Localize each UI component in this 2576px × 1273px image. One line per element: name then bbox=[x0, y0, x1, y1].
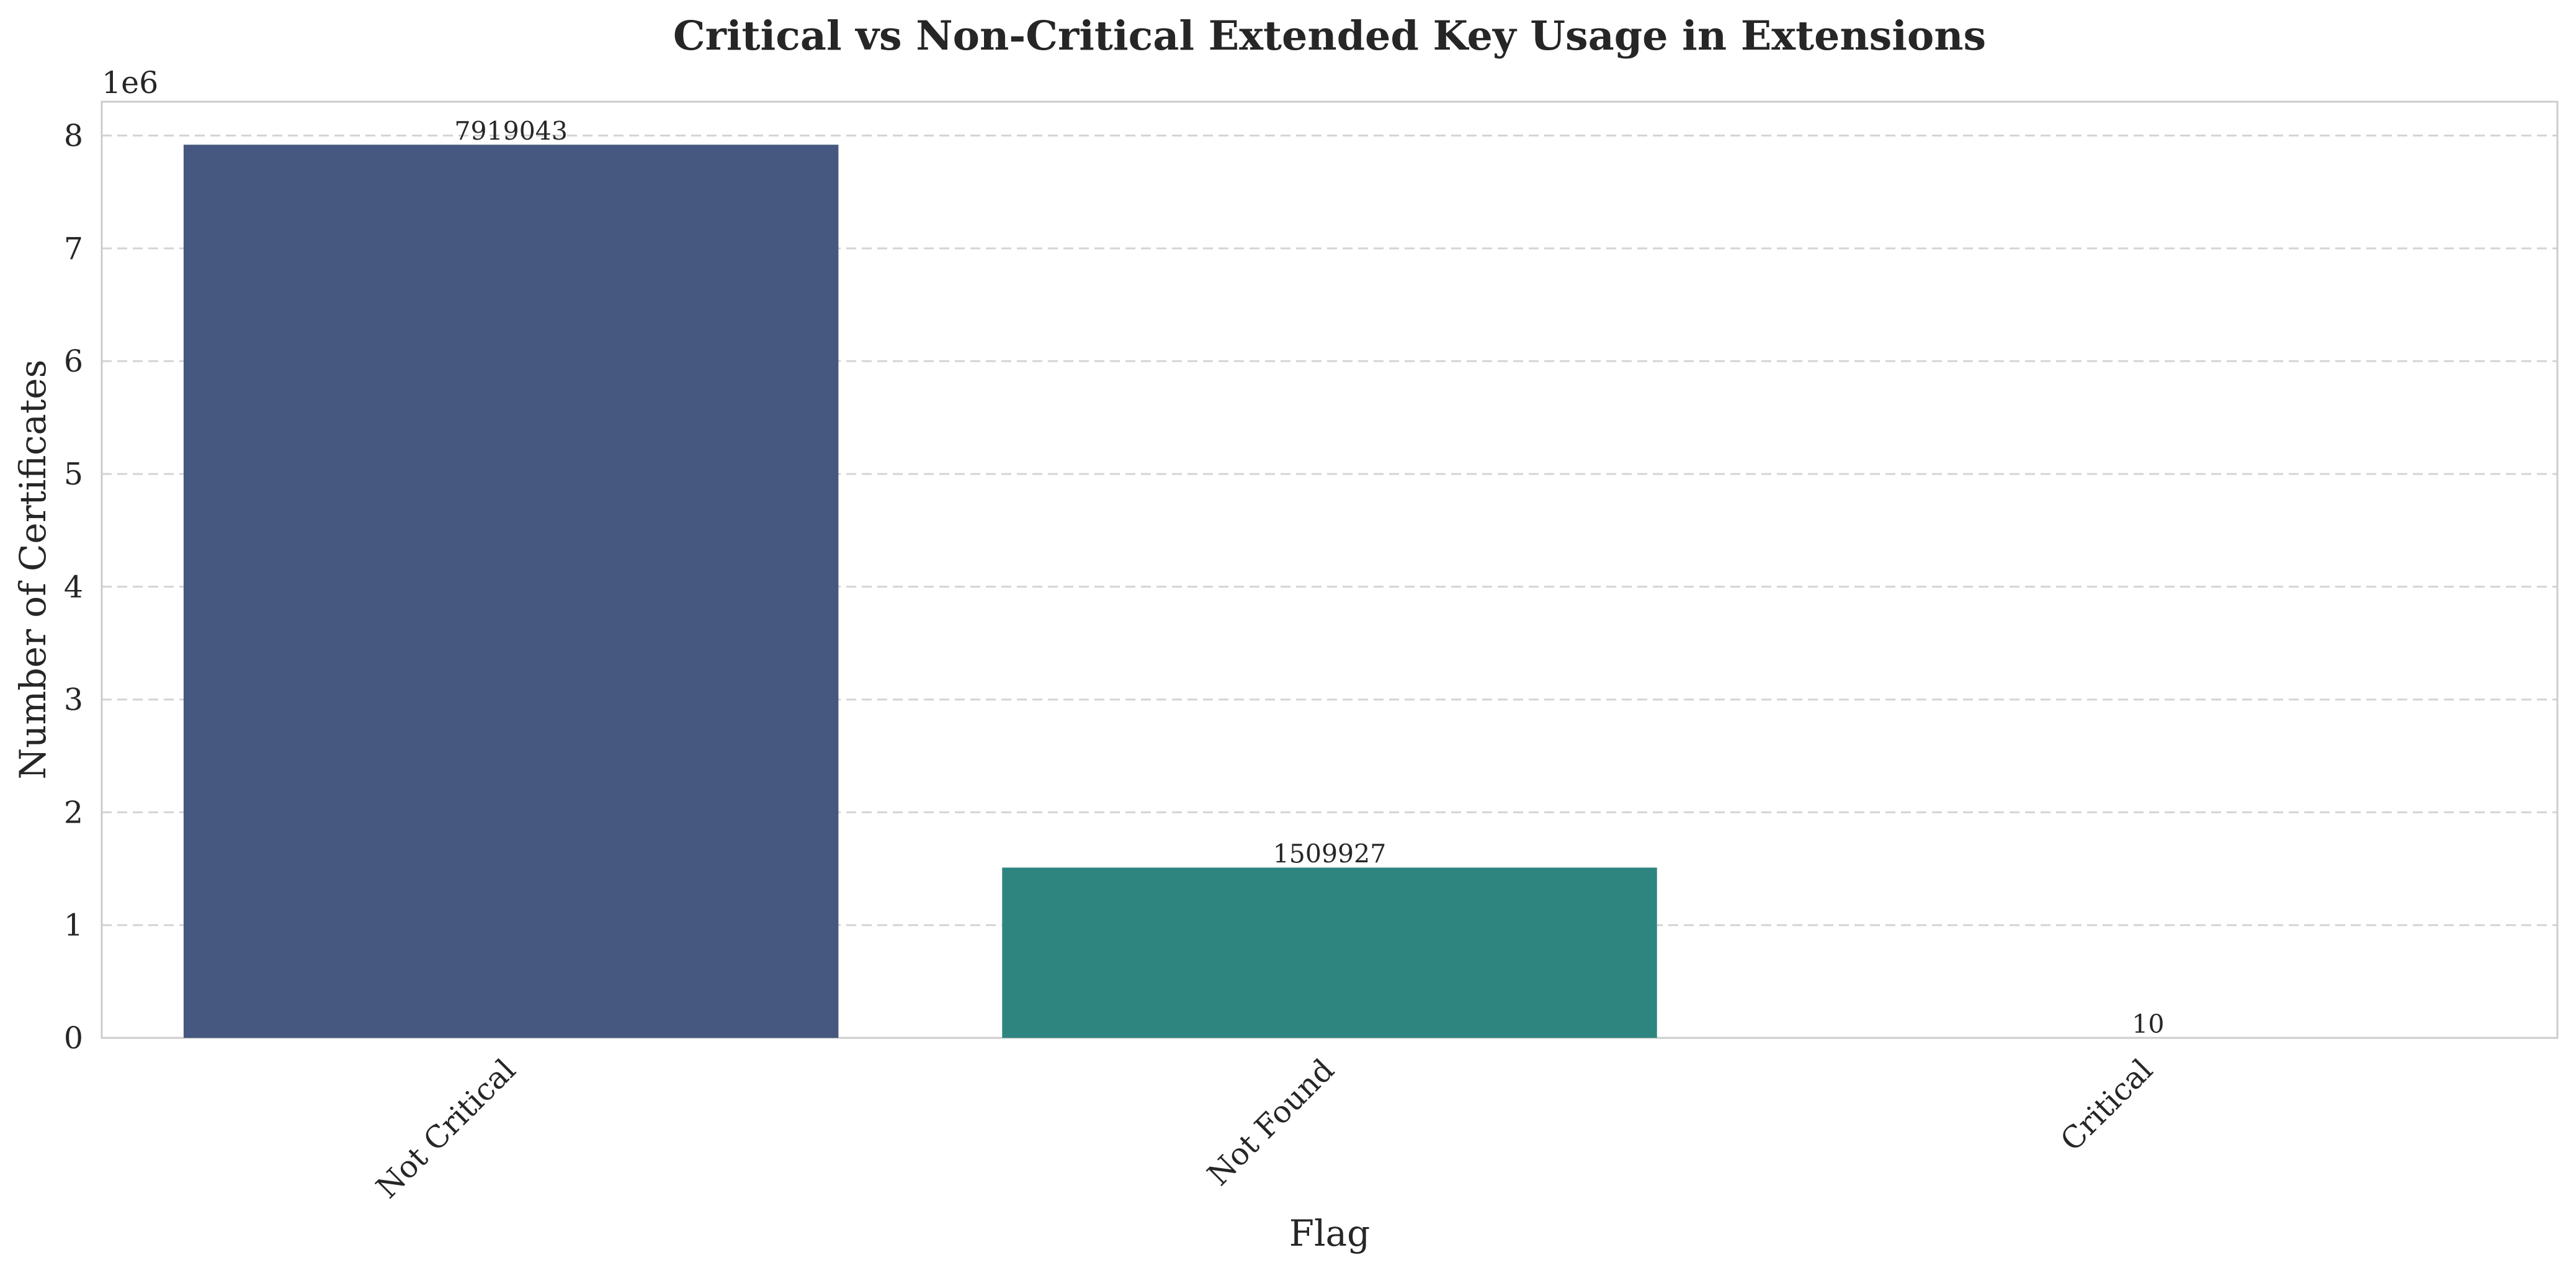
y-axis-offset-label: 1e6 bbox=[102, 65, 158, 100]
chart-title: Critical vs Non-Critical Extended Key Us… bbox=[673, 12, 1986, 60]
y-tick-label: 2 bbox=[64, 795, 83, 830]
y-tick-label: 6 bbox=[64, 344, 83, 379]
x-tick-label: Not Found bbox=[1201, 1052, 1341, 1192]
y-axis-label: Number of Certificates bbox=[12, 360, 54, 780]
data-labels: 7919043 1509927 10 bbox=[454, 116, 2164, 1039]
y-tick-label: 5 bbox=[64, 457, 83, 492]
x-tick-label: Not Critical bbox=[369, 1052, 522, 1205]
y-axis-ticks: 0 1 2 3 4 5 6 7 8 bbox=[64, 118, 83, 1056]
y-tick-label: 0 bbox=[64, 1021, 83, 1056]
bar-value-label: 1509927 bbox=[1273, 839, 1387, 869]
x-axis-label: Flag bbox=[1289, 1212, 1371, 1254]
bar-not-critical bbox=[183, 145, 839, 1038]
bar-value-label: 10 bbox=[2132, 1009, 2164, 1039]
bars bbox=[183, 145, 2476, 1038]
y-tick-label: 8 bbox=[64, 118, 83, 154]
y-tick-label: 1 bbox=[64, 908, 83, 943]
bar-value-label: 7919043 bbox=[454, 116, 568, 146]
bar-not-found bbox=[1002, 867, 1657, 1038]
y-tick-label: 3 bbox=[64, 682, 83, 718]
y-tick-label: 7 bbox=[64, 231, 83, 266]
x-axis-ticks: Not Critical Not Found Critical bbox=[369, 1052, 2159, 1205]
x-tick-label: Critical bbox=[2054, 1052, 2160, 1158]
y-tick-label: 4 bbox=[64, 570, 83, 605]
